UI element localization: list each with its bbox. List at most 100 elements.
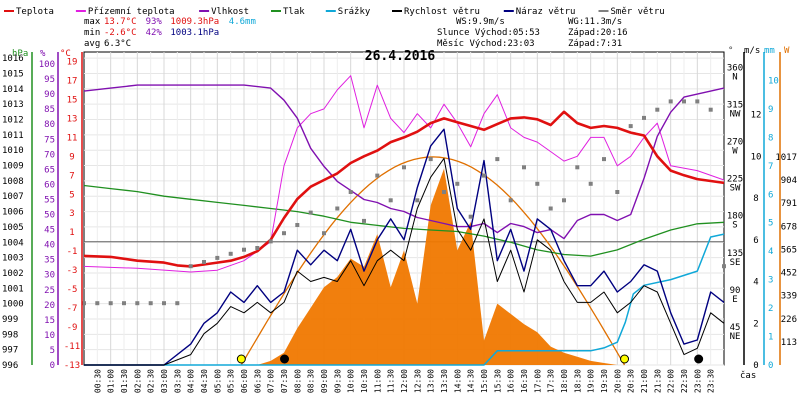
wind-direction-point <box>535 181 540 186</box>
wind-direction-point <box>348 190 353 194</box>
sun-moon-markers <box>236 354 704 364</box>
wind-dir-compass-label: N <box>732 72 737 82</box>
series-line <box>83 84 725 240</box>
wind-direction-point <box>228 251 233 256</box>
humidity-tick-label: 25 <box>44 286 55 296</box>
wind-dir-compass-label: NW <box>730 110 741 120</box>
solar-tick-label: 904 <box>781 176 797 186</box>
humidity-tick-label: 20 <box>44 301 55 311</box>
moonrise: Měsíc Východ:23:03 <box>437 39 535 49</box>
temperature-tick-label: 13 <box>67 114 78 124</box>
humidity-tick-label: 90 <box>44 90 55 100</box>
pressure-tick-label: 1003 <box>2 254 24 264</box>
x-tick-label: 20:30 <box>627 369 636 393</box>
legend-label: Rychlost větru <box>404 7 480 17</box>
wind-speed-tick-label: 0 <box>753 361 758 371</box>
wind-direction-point <box>442 190 446 194</box>
rain-tick-label: 7 <box>768 162 773 172</box>
wind-dir-axis-unit: ° <box>728 46 733 56</box>
temperature-tick-label: 9 <box>69 152 74 162</box>
wind-direction-point <box>295 223 300 227</box>
series-lines <box>83 75 725 366</box>
legend-label: Směr větru <box>611 7 665 17</box>
pressure-tick-label: 1016 <box>2 54 24 64</box>
sun-theoretical-curve <box>240 156 626 366</box>
x-tick-label: 00:30 <box>93 369 102 393</box>
humidity-tick-label: 100 <box>39 60 55 70</box>
wind-direction-point <box>135 301 140 306</box>
pressure-tick-label: 1013 <box>2 100 24 110</box>
x-tick-label: 09:30 <box>333 369 342 393</box>
rain-tick-label: 5 <box>768 219 773 229</box>
x-tick-label: 05:00 <box>213 369 222 393</box>
x-tick-label: 23:30 <box>707 369 716 393</box>
x-tick-label: 22:30 <box>680 369 689 393</box>
rain-axis-unit: mm <box>764 46 775 56</box>
axes: hPa1016101510141013101210111010100910081… <box>2 46 797 393</box>
wind-direction-point <box>108 301 113 306</box>
humidity-tick-label: 65 <box>44 165 55 175</box>
wind-direction-point <box>255 246 260 250</box>
wind-direction-point <box>455 181 460 186</box>
series-line <box>83 75 725 273</box>
wind-dir-tick-label: 315 <box>727 101 743 111</box>
humidity-tick-label: 75 <box>44 135 55 145</box>
wind-direction-point <box>575 165 580 170</box>
rain-tick-label: 6 <box>768 190 773 200</box>
pressure-tick-label: 1002 <box>2 269 24 279</box>
x-tick-label: 18:00 <box>560 369 569 393</box>
pressure-tick-label: 1001 <box>2 284 24 294</box>
moonset: Západ:7:31 <box>568 39 622 49</box>
x-tick-label: 23:00 <box>693 369 702 393</box>
x-tick-label: 15:00 <box>480 369 489 393</box>
wind-direction-point <box>402 165 406 170</box>
humidity-tick-label: 45 <box>44 226 55 236</box>
wind-direction-point <box>282 231 286 236</box>
solar-tick-label: 113 <box>781 338 797 348</box>
x-tick-label: 07:30 <box>280 369 289 393</box>
pressure-axis-unit: hPa <box>12 49 28 59</box>
wind-dir-compass-label: E <box>732 295 737 305</box>
solar-tick-label: 1017 <box>775 153 797 163</box>
wind-dir-compass-label: NE <box>730 332 741 342</box>
stats-label: min <box>84 28 100 38</box>
x-tick-label: 08:30 <box>307 369 316 393</box>
wind-direction-point <box>695 99 700 104</box>
wind-direction-point <box>335 206 340 211</box>
temperature-tick-label: 15 <box>67 95 78 105</box>
x-tick-label: 15:30 <box>493 369 502 393</box>
x-tick-label: 12:30 <box>413 369 422 393</box>
humidity-tick-label: 80 <box>44 120 55 130</box>
x-tick-label: 10:00 <box>347 369 356 393</box>
humidity-tick-label: 35 <box>44 256 55 266</box>
pressure-tick-label: 998 <box>2 330 18 340</box>
humidity-tick-label: 85 <box>44 105 55 115</box>
temperature-tick-label: -11 <box>64 342 80 352</box>
stats-value: 4.6mm <box>229 17 256 27</box>
x-tick-label: 06:00 <box>240 369 249 393</box>
wind-dir-tick-label: 180 <box>727 212 743 222</box>
temperature-tick-label: -3 <box>67 266 78 276</box>
rain-tick-label: 2 <box>768 304 773 314</box>
stats-value: 93% <box>146 17 163 27</box>
stats-value: 1003.1hPa <box>170 28 219 38</box>
solar-tick-label: 226 <box>781 315 797 325</box>
x-tick-label: 09:00 <box>320 369 329 393</box>
x-tick-label: 01:30 <box>120 369 129 393</box>
temperature-axis-unit: °C <box>60 49 71 59</box>
humidity-tick-label: 95 <box>44 75 55 85</box>
temperature-tick-label: -1 <box>67 247 78 257</box>
wind-direction-point <box>82 301 86 306</box>
x-tick-label: 07:00 <box>267 369 276 393</box>
wind-direction-point <box>388 198 393 203</box>
wind-dir-compass-label: W <box>732 147 738 157</box>
wind-dir-compass-label: SW <box>730 184 741 194</box>
rain-tick-label: 9 <box>768 105 773 115</box>
x-tick-label: 02:00 <box>133 369 142 393</box>
wind-direction-point <box>482 173 486 178</box>
humidity-tick-label: 30 <box>44 271 55 281</box>
wind-direction-point <box>215 255 220 260</box>
x-tick-label: 20:00 <box>613 369 622 393</box>
wind-direction-point <box>602 157 606 162</box>
x-tick-label: 11:30 <box>387 369 396 393</box>
